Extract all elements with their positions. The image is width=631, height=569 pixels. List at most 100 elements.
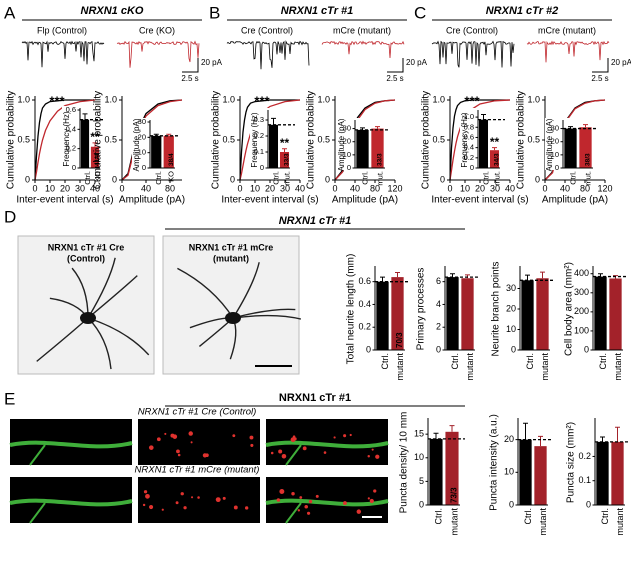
trace [116,40,200,68]
bar [90,146,100,168]
y-tick-label: 30 [138,117,146,126]
y-tick-label: 30 [551,124,559,133]
y-tick-label: 2 [436,322,441,332]
bar [579,127,592,168]
scale-label: 2.5 s [386,74,403,83]
panel-title: NRXN1 cTr #1 [279,392,351,404]
micrograph [17,235,155,375]
n-label: 38/4 [168,153,175,166]
panel-letter: D [4,207,16,226]
y-tick-label: 0 [535,174,540,184]
cdf-line [34,99,96,181]
y-tick-label: 0.6 [66,105,76,114]
category-label: Ctrl. [568,171,577,185]
category-label: Ctrl. [523,508,533,525]
bar [564,128,577,168]
y-tick-label: 200 [574,306,589,316]
micrograph [138,477,260,523]
x-tick-label: 40 [90,183,100,193]
significance: *** [254,93,270,108]
bar [376,281,389,350]
puncta [297,509,301,512]
channel-label: EGFP [59,421,84,431]
n-label: 33/3 [377,153,384,166]
error-bar [82,113,88,120]
y-tick-label: 0.2 [358,322,371,332]
error-bar [525,274,530,281]
trace [526,40,610,63]
cdf-line [239,99,300,181]
puncta [177,453,181,457]
y-tick-label: 5 [419,476,424,486]
scale-bar [592,58,609,73]
category-label: Ctrl. [360,171,369,185]
dendrite [265,440,389,449]
trace [431,40,515,68]
y-axis-label: Frequency (Hz) [460,112,469,167]
y-tick-label: 0 [436,344,441,354]
cdf-line [239,99,301,181]
x-tick-label: 80 [165,183,175,193]
y-axis-label: Frequency (Hz) [250,112,259,167]
y-axis-label: Cumulative probability [516,91,527,189]
y-tick-label: 0.4 [66,124,76,133]
puncta [367,497,370,500]
category-label: Ctrl. [83,171,92,185]
puncta [188,431,193,436]
bar [445,431,459,505]
puncta [292,435,296,438]
scale-label: 2.5 s [181,74,198,83]
error-bar [92,142,98,147]
y-axis-label: Primary processes [416,268,427,351]
bar [446,277,459,350]
trace-label: Cre (Control) [446,25,498,35]
error-bar [615,426,620,442]
y-axis-label: Cumulative probability [6,91,17,189]
scale-bar [182,58,199,73]
category-label: Ctrl. [600,508,610,525]
dendrite [285,502,302,524]
y-tick-label: 1.0 [317,94,330,104]
y-tick-label: 0 [230,174,235,184]
category-label: Ctrl. [154,171,163,185]
y-tick-label: 1.0 [17,94,30,104]
y-tick-label: 0.5 [104,134,117,144]
y-tick-label: 4 [436,299,441,309]
y-tick-label: 0.2 [66,144,76,153]
puncta [202,453,207,458]
n-label: 60/3 [380,332,389,348]
puncta [250,443,254,447]
y-tick-label: 15 [414,429,424,439]
x-tick-label: 20 [265,183,275,193]
y-axis-label: Neurite branch points [491,261,502,356]
puncta [369,498,374,504]
bar [611,441,624,505]
puncta [356,509,362,514]
y-tick-label: 0.5 [222,134,235,144]
n-label: 35/3 [483,153,490,166]
bar [609,278,622,350]
significance: *** [49,93,65,108]
trace-label: mCre (mutant) [538,25,596,35]
scale-label: 20 pA [611,58,631,67]
y-tick-label: 0 [325,174,330,184]
bar [521,280,534,350]
y-tick-label: 10 [551,150,559,159]
puncta [343,501,347,506]
bar [429,438,443,505]
n-label: 39/4 [155,153,162,166]
puncta [215,497,221,503]
x-axis-label: Amplitude (pA) [119,195,185,206]
puncta [371,448,374,451]
puncta [143,490,148,494]
trace-label: Cre (KO) [139,25,175,35]
y-tick-label: 1.0 [432,94,445,104]
neurite [87,275,138,319]
y-tick-label: 0.1 [578,475,591,485]
y-axis-label: Amplitude (pA) [337,118,346,171]
y-tick-label: 1.0 [464,112,474,121]
x-tick-label: 120 [387,183,402,193]
puncta [299,496,303,499]
trace [226,40,310,70]
category-label: mutant [538,508,548,536]
